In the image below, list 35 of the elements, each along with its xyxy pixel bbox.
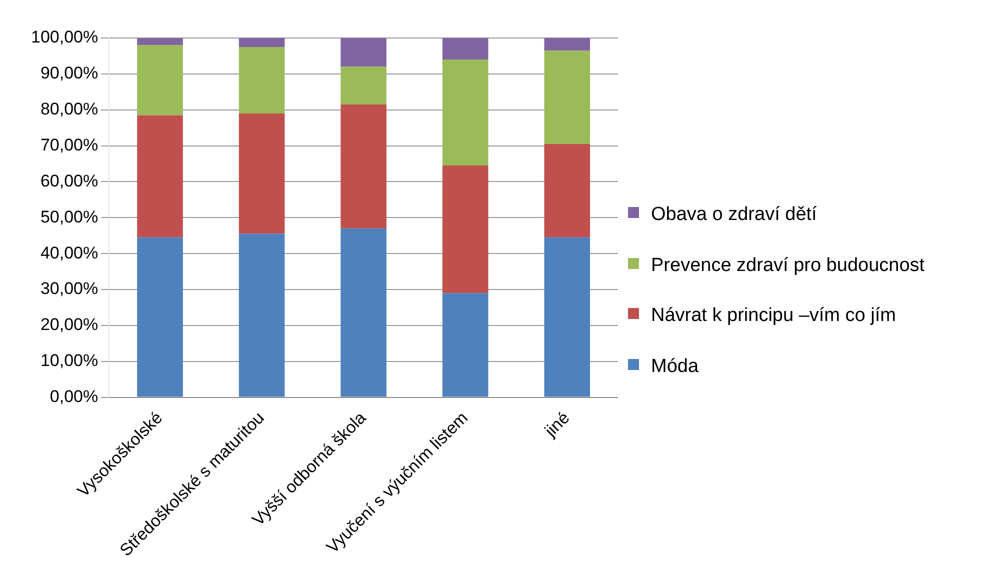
legend-label: Móda: [651, 354, 699, 378]
bar: [340, 66, 386, 104]
bar: [238, 38, 285, 47]
bar: [340, 228, 386, 397]
legend-label: Návrat k principu –vím co jím: [651, 304, 896, 328]
bar: [238, 234, 285, 397]
y-tick-label: 80,00%: [40, 100, 98, 119]
bar: [238, 113, 285, 234]
bar: [544, 144, 590, 238]
legend-label: Obava o zdraví dětí: [651, 203, 817, 227]
bar: [340, 104, 386, 228]
bar: [137, 237, 183, 397]
y-tick-label: 70,00%: [40, 135, 98, 154]
y-tick-label: 50,00%: [40, 207, 98, 226]
bar: [340, 38, 386, 67]
y-tick-label: 20,00%: [40, 315, 98, 334]
bar: [544, 50, 590, 144]
bar: [137, 45, 183, 116]
bar: [442, 293, 488, 397]
y-tick-label: 0,00%: [50, 386, 98, 406]
bar: [544, 38, 590, 51]
bar: [544, 237, 590, 397]
y-tick-label: 60,00%: [40, 171, 98, 190]
y-tick-label: 90,00%: [40, 64, 98, 83]
y-tick-label: 40,00%: [40, 243, 98, 262]
bar: [238, 46, 285, 114]
bar: [442, 60, 488, 166]
y-tick-label: 10,00%: [40, 351, 98, 370]
legend-label: Prevence zdraví pro budoucnost: [651, 254, 925, 278]
bar: [137, 38, 183, 46]
bar: [137, 115, 183, 238]
y-tick-label: 30,00%: [40, 279, 98, 298]
y-tick-label: 100,00%: [30, 28, 98, 47]
bar: [442, 166, 488, 294]
bar: [442, 38, 488, 60]
